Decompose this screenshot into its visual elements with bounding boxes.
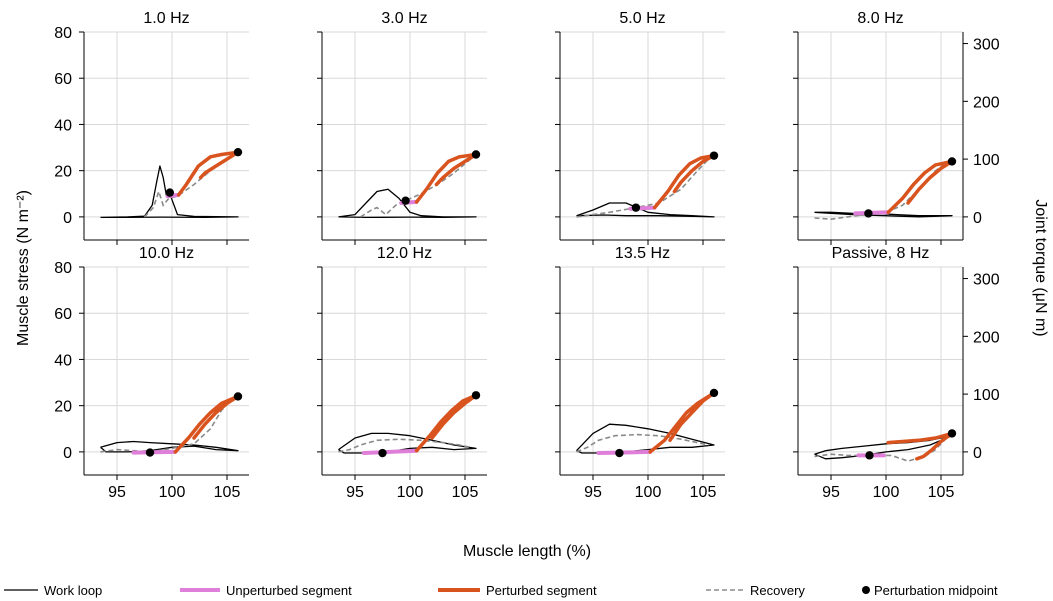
perturbed-endpoint bbox=[233, 147, 243, 157]
y-tick-label-2: 40 bbox=[54, 352, 72, 369]
recovery-line bbox=[100, 398, 234, 453]
x-tick-label-2: 105 bbox=[928, 484, 955, 501]
perturbed-segment bbox=[648, 391, 716, 454]
x-tick-label-2: 105 bbox=[452, 484, 479, 501]
legend-recovery-label: Recovery bbox=[750, 583, 805, 598]
y-axis-label-left: Muscle stress (N m⁻²) bbox=[15, 190, 32, 346]
legend-work-loop-label: Work loop bbox=[44, 583, 102, 598]
right-y-tick-label-0: 0 bbox=[973, 445, 982, 462]
perturbed-endpoint bbox=[471, 150, 481, 159]
panel-1: 0 20 40 60 80 1.0 Hz bbox=[54, 10, 249, 245]
perturbation-midpoint bbox=[615, 448, 624, 458]
perturbed-endpoint bbox=[709, 388, 719, 398]
panel-3: 5.0 Hz bbox=[555, 10, 725, 245]
panel-title: 8.0 Hz bbox=[857, 10, 903, 27]
panel-title: Passive, 8 Hz bbox=[832, 245, 930, 262]
y-tick-label-4: 80 bbox=[54, 25, 72, 42]
x-axis-label: Muscle length (%) bbox=[463, 543, 591, 560]
panel-title: 3.0 Hz bbox=[381, 10, 427, 27]
x-tick-label-1: 100 bbox=[159, 484, 186, 501]
panel-title: 5.0 Hz bbox=[619, 10, 665, 27]
perturbed-endpoint bbox=[709, 151, 719, 160]
y-tick-label-0: 0 bbox=[63, 210, 72, 227]
y-tick-label-0: 0 bbox=[63, 445, 72, 462]
x-tick-label-0: 95 bbox=[822, 484, 840, 501]
perturbed-segment bbox=[652, 153, 716, 210]
work-loop-line bbox=[576, 423, 715, 454]
panel-2: 3.0 Hz bbox=[317, 10, 487, 245]
right-y-tick-label-3: 300 bbox=[973, 272, 1000, 289]
perturbed-segment bbox=[173, 394, 240, 454]
perturbed-segment bbox=[176, 150, 240, 197]
x-tick-label-1: 100 bbox=[635, 484, 662, 501]
right-y-tick-label-2: 200 bbox=[973, 329, 1000, 346]
perturbed-segment bbox=[414, 152, 478, 204]
x-tick-label-1: 100 bbox=[873, 484, 900, 501]
panel-8: 95 100 105 0 100 200 300 Passive, 8 Hz bbox=[793, 245, 1000, 501]
unperturbed-segment bbox=[361, 448, 419, 455]
perturbation-midpoint bbox=[864, 209, 873, 218]
y-tick-label-4: 80 bbox=[54, 260, 72, 277]
unperturbed-segment bbox=[596, 449, 653, 455]
perturbed-endpoint bbox=[947, 157, 957, 166]
perturbation-midpoint bbox=[401, 196, 410, 205]
legend-midpoint-label: Perturbation midpoint bbox=[874, 583, 998, 598]
perturbation-midpoint bbox=[378, 448, 387, 458]
y-tick-label-1: 20 bbox=[54, 399, 72, 416]
panel-title: 10.0 Hz bbox=[139, 245, 194, 262]
x-tick-label-2: 105 bbox=[214, 484, 241, 501]
legend-unperturbed-label: Unperturbed segment bbox=[226, 583, 352, 598]
perturbed-endpoint bbox=[947, 429, 957, 438]
legend-midpoint-marker bbox=[862, 586, 870, 594]
panel-5: 95 100 105 0 20 40 60 80 10.0 Hz bbox=[54, 245, 249, 501]
right-y-tick-label-1: 100 bbox=[973, 387, 1000, 404]
y-tick-label-2: 40 bbox=[54, 117, 72, 134]
x-tick-label-1: 100 bbox=[397, 484, 424, 501]
x-tick-label-0: 95 bbox=[108, 484, 126, 501]
panel-7: 95 100 105 13.5 Hz bbox=[555, 245, 725, 501]
perturbed-segment bbox=[886, 431, 954, 461]
panel-4: 0 100 200 300 8.0 Hz bbox=[793, 10, 1000, 245]
perturbed-segment bbox=[414, 393, 478, 453]
legend: Work loop Unperturbed segment Perturbed … bbox=[4, 583, 998, 598]
y-axis-label-right: Joint torque (μN m) bbox=[1032, 199, 1049, 336]
work-loop-line bbox=[814, 211, 953, 218]
panel-title: 1.0 Hz bbox=[143, 10, 189, 27]
right-y-tick-label-0: 0 bbox=[973, 210, 982, 227]
perturbation-midpoint bbox=[145, 448, 155, 457]
right-y-tick-label-3: 300 bbox=[973, 37, 1000, 54]
unperturbed-segment bbox=[131, 449, 178, 455]
recovery-line bbox=[576, 433, 709, 453]
panel-6: 95 100 105 12.0 Hz bbox=[317, 245, 487, 501]
x-tick-label-0: 95 bbox=[346, 484, 364, 501]
perturbation-midpoint bbox=[165, 188, 174, 197]
panel-title: 13.5 Hz bbox=[615, 245, 670, 262]
work-loop-line bbox=[576, 202, 715, 218]
right-y-tick-label-2: 200 bbox=[973, 94, 1000, 111]
perturbed-endpoint bbox=[471, 391, 481, 400]
right-y-tick-label-1: 100 bbox=[973, 152, 1000, 169]
legend-perturbed-label: Perturbed segment bbox=[486, 583, 597, 598]
y-tick-label-3: 60 bbox=[54, 71, 72, 88]
perturbation-midpoint bbox=[865, 451, 874, 460]
panel-title: 12.0 Hz bbox=[377, 245, 432, 262]
perturbed-segment bbox=[886, 159, 954, 215]
perturbation-midpoint bbox=[631, 203, 641, 212]
x-tick-label-2: 105 bbox=[690, 484, 717, 501]
perturbed-endpoint bbox=[233, 392, 243, 401]
work-loop-line bbox=[338, 188, 477, 219]
recovery-line bbox=[576, 158, 710, 218]
x-tick-label-0: 95 bbox=[584, 484, 602, 501]
y-tick-label-3: 60 bbox=[54, 306, 72, 323]
y-tick-label-1: 20 bbox=[54, 164, 72, 181]
